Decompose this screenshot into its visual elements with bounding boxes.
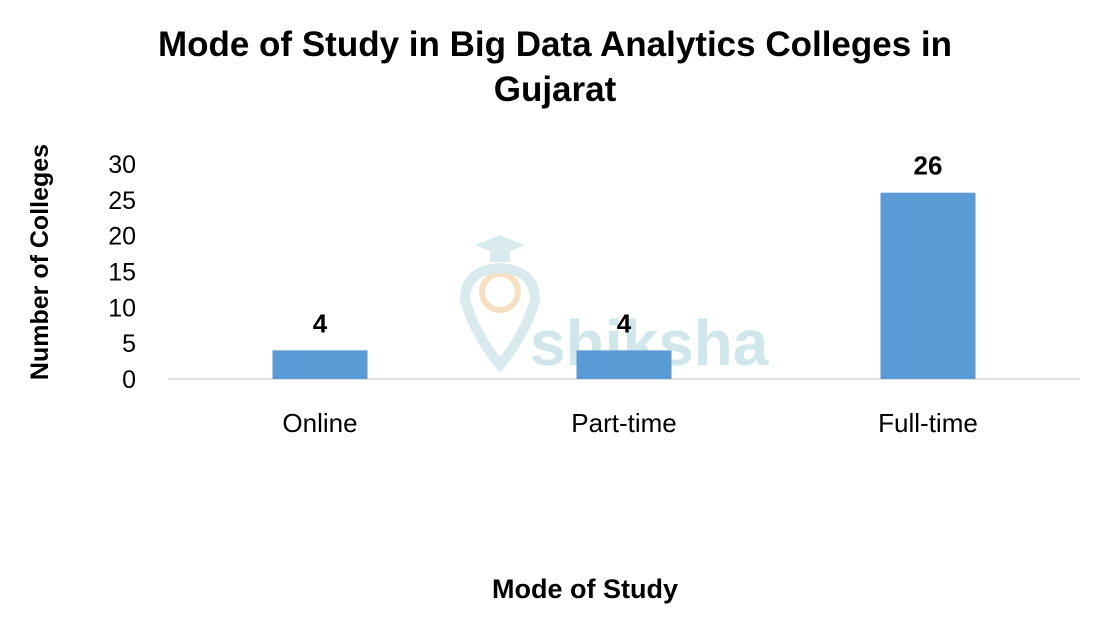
y-tick-label: 0 bbox=[122, 366, 136, 394]
y-tick-label: 10 bbox=[108, 294, 136, 322]
data-label: 4 bbox=[617, 308, 632, 338]
x-axis-label: Mode of Study bbox=[492, 574, 678, 604]
x-tick-label: Full-time bbox=[878, 408, 978, 438]
data-labels: 4 4 26 bbox=[313, 151, 943, 339]
data-label: 4 bbox=[313, 308, 328, 338]
graduation-cap-icon bbox=[459, 235, 541, 373]
y-tick-label: 30 bbox=[108, 151, 136, 179]
bar-online bbox=[272, 350, 368, 379]
x-axis-categories: Online Part-time Full-time bbox=[282, 408, 977, 438]
bars bbox=[272, 192, 976, 379]
y-tick-label: 5 bbox=[122, 330, 136, 358]
y-axis-label: Number of Colleges bbox=[26, 143, 54, 381]
data-label: 26 bbox=[914, 151, 943, 181]
bar-part-time bbox=[576, 350, 672, 379]
y-axis-ticks: 0 5 10 15 20 25 30 bbox=[108, 151, 136, 394]
x-tick-label: Part-time bbox=[571, 408, 676, 438]
y-tick-label: 20 bbox=[108, 223, 136, 251]
y-tick-label: 15 bbox=[108, 259, 136, 287]
chart-title: Mode of Study in Big Data Analytics Coll… bbox=[157, 25, 953, 109]
x-tick-label: Online bbox=[282, 408, 357, 438]
bar-full-time bbox=[880, 192, 976, 379]
y-tick-label: 25 bbox=[108, 187, 136, 215]
